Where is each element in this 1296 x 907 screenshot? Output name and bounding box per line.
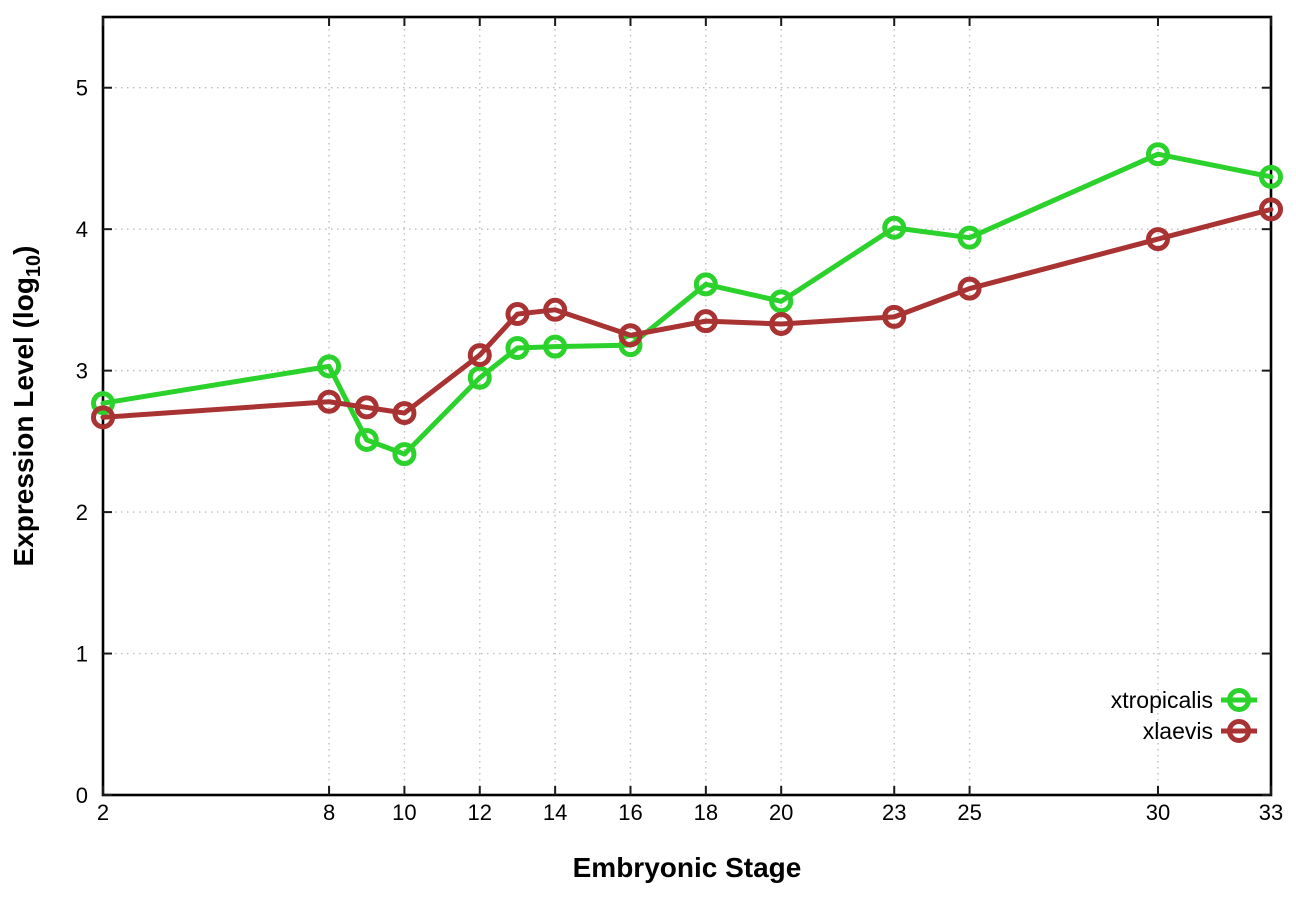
data-point-xtropicalis	[467, 365, 492, 390]
y-tick-label: 2	[76, 500, 88, 525]
data-point-xtropicalis	[91, 391, 115, 416]
data-point-xlaevis	[317, 389, 342, 414]
data-point-xlaevis	[467, 343, 492, 368]
series-line-xlaevis	[100, 206, 1274, 420]
data-point-xlaevis	[505, 302, 530, 327]
x-tick-label: 10	[392, 800, 416, 825]
x-tick-label: 30	[1146, 800, 1170, 825]
y-axis-title-main: Expression Level (log	[8, 277, 39, 566]
data-point-xlaevis	[543, 297, 568, 322]
data-point-xlaevis	[693, 309, 718, 334]
data-point-xlaevis	[618, 323, 643, 348]
data-point-xtropicalis	[1145, 142, 1170, 167]
y-axis-title-subscript: 10	[23, 255, 45, 277]
series-line-xtropicalis	[100, 151, 1274, 457]
legend-marker-xlaevis	[1227, 719, 1251, 743]
legend: xtropicalis xlaevis	[1111, 687, 1257, 744]
x-tick-label: 23	[882, 800, 906, 825]
y-tick-label: 3	[76, 359, 88, 384]
x-tick-label: 18	[694, 800, 718, 825]
data-point-xlaevis	[957, 276, 982, 301]
data-point-xlaevis	[392, 401, 417, 426]
y-axis-title: Expression Level (log10)	[8, 246, 45, 567]
data-point-xtropicalis	[882, 215, 907, 240]
x-tick-label: 20	[769, 800, 793, 825]
data-point-xtropicalis	[392, 442, 417, 467]
data-point-xtropicalis	[354, 427, 379, 452]
grid-layer	[103, 17, 1271, 795]
data-point-xtropicalis	[693, 272, 718, 297]
data-point-xlaevis	[1145, 227, 1170, 252]
data-point-xtropicalis	[543, 334, 568, 359]
legend-label-xlaevis: xlaevis	[1143, 718, 1213, 744]
y-tick-label: 1	[76, 642, 88, 667]
x-tick-label: 33	[1259, 800, 1283, 825]
data-point-xlaevis	[882, 304, 907, 329]
data-point-xtropicalis	[505, 336, 530, 361]
series-layer	[91, 142, 1283, 467]
data-point-xlaevis	[91, 405, 115, 430]
y-tick-label: 4	[76, 217, 88, 242]
y-tick-label: 5	[76, 76, 88, 101]
x-tick-label: 8	[323, 800, 335, 825]
data-point-xtropicalis	[957, 225, 982, 250]
legend-marker-xtropicalis	[1227, 688, 1251, 712]
data-point-xlaevis	[354, 395, 379, 420]
x-tick-label: 14	[543, 800, 567, 825]
x-tick-label: 25	[957, 800, 981, 825]
data-point-xtropicalis	[769, 289, 794, 314]
data-point-xtropicalis	[317, 354, 342, 379]
x-tick-label: 12	[468, 800, 492, 825]
x-tick-label: 16	[618, 800, 642, 825]
data-point-xtropicalis	[1259, 164, 1283, 189]
data-point-xlaevis	[1259, 197, 1283, 222]
data-point-xlaevis	[769, 311, 794, 336]
legend-label-xtropicalis: xtropicalis	[1111, 687, 1213, 713]
x-axis-title: Embryonic Stage	[573, 852, 802, 883]
y-tick-label: 0	[76, 783, 88, 808]
y-axis-title-close: )	[8, 246, 39, 255]
x-tick-label: 2	[97, 800, 109, 825]
